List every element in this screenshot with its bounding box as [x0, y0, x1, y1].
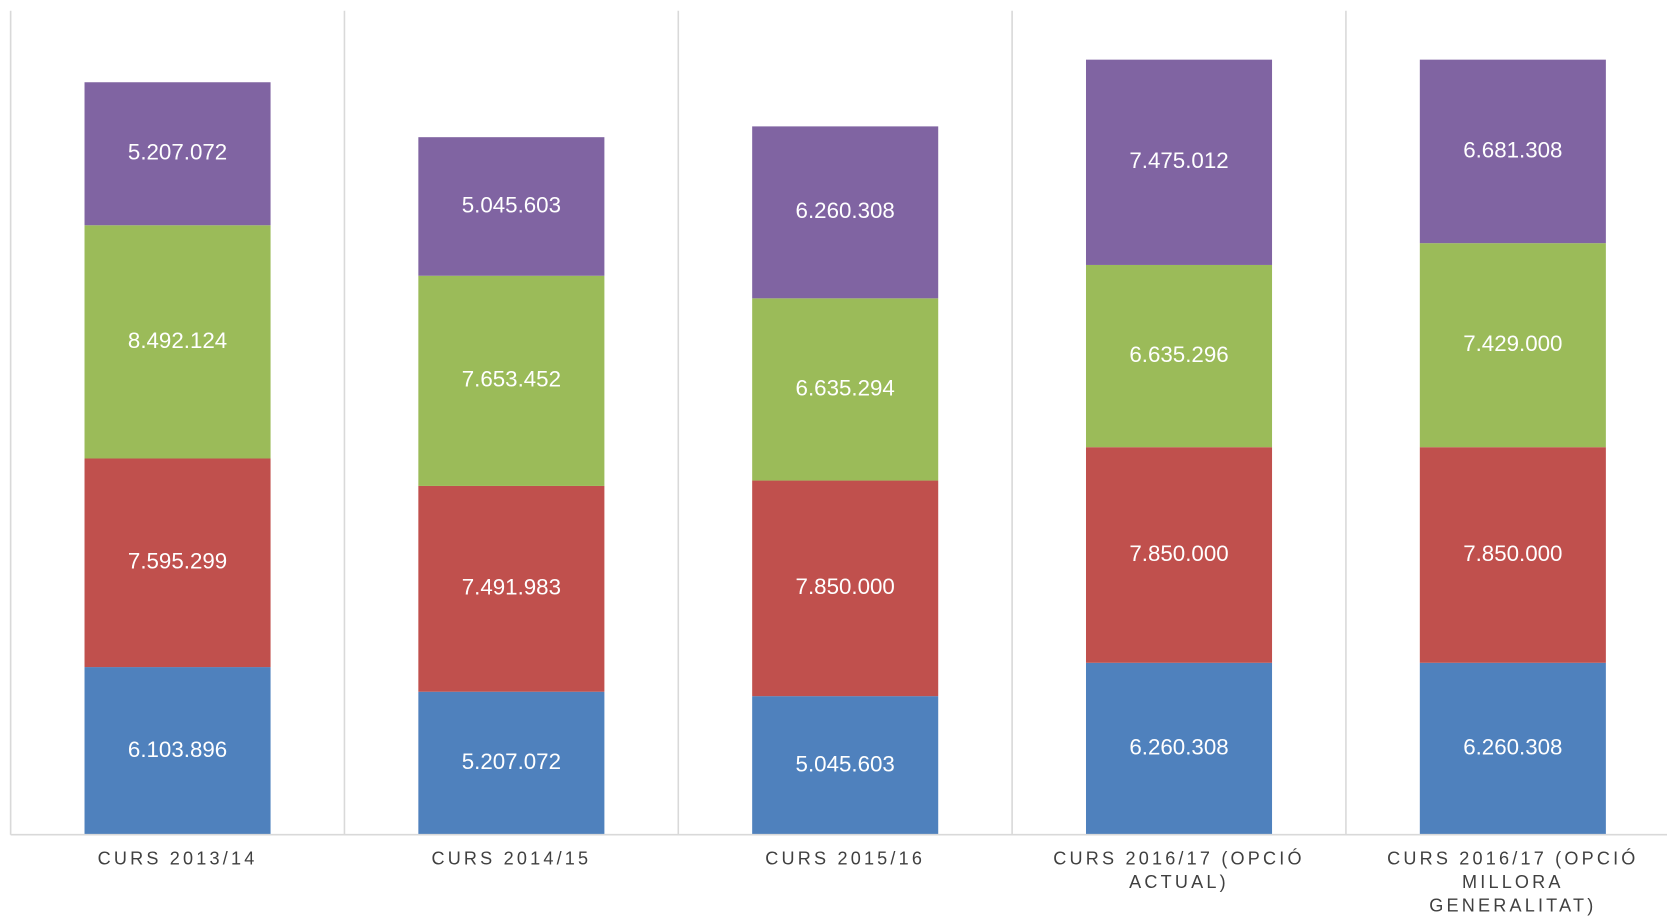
- bar-segment: [752, 126, 939, 299]
- bar-segment: [1419, 447, 1606, 663]
- bar-segment: [418, 137, 605, 276]
- data-label: 7.491.983: [462, 575, 561, 600]
- x-label-box: CURS 2016/17 (OPCIÓ MILLORA GENERALITAT): [1387, 848, 1639, 916]
- data-label: 7.653.452: [462, 367, 561, 392]
- data-label: 6.260.308: [796, 198, 895, 223]
- bar-segment: [752, 696, 939, 835]
- data-label: 7.475.012: [1129, 148, 1228, 173]
- bar-segment: [418, 275, 605, 486]
- data-label: 7.850.000: [1463, 541, 1562, 566]
- bar-segment: [1085, 264, 1273, 448]
- bar-segment: [1419, 243, 1606, 448]
- x-tick-label: CURS 2016/17 (OPCIÓ ACTUAL): [1053, 848, 1305, 893]
- data-label: 6.260.308: [1129, 735, 1228, 760]
- data-label: 6.103.896: [128, 737, 227, 762]
- data-label: 6.635.294: [796, 375, 895, 400]
- bar-segment: [84, 458, 271, 668]
- data-label: 7.850.000: [1129, 541, 1228, 566]
- x-label-box: CURS 2015/16: [765, 848, 926, 869]
- bar-segment: [752, 298, 939, 481]
- x-tick-label: CURS 2016/17 (OPCIÓ MILLORA GENERALITAT): [1387, 848, 1639, 916]
- x-tick-label: CURS 2015/16: [765, 848, 926, 869]
- bar-segment: [418, 485, 605, 692]
- bar-segment: [1085, 662, 1273, 835]
- data-label: 7.850.000: [796, 574, 895, 599]
- x-tick-label: CURS 2014/15: [431, 848, 592, 869]
- data-label: 5.207.072: [462, 749, 561, 774]
- data-label: 7.429.000: [1463, 331, 1562, 356]
- bar-segment: [418, 691, 605, 835]
- x-label-box: CURS 2014/15: [431, 848, 592, 869]
- data-label: 5.045.603: [462, 192, 561, 217]
- bar-segment: [1419, 59, 1606, 244]
- data-label: 6.681.308: [1463, 137, 1562, 162]
- bar-segment: [752, 480, 939, 697]
- bar-segment: [84, 667, 271, 835]
- data-label: 7.595.299: [128, 549, 227, 574]
- bar-segment: [1085, 447, 1273, 663]
- bar-segment: [1419, 662, 1606, 835]
- x-label-box: CURS 2013/14: [97, 848, 258, 869]
- data-label: 6.260.308: [1463, 735, 1562, 760]
- data-label: 5.207.072: [128, 140, 227, 165]
- bar-segment: [84, 225, 271, 459]
- data-label: 6.635.296: [1129, 342, 1228, 367]
- bar-segment: [1085, 59, 1273, 265]
- x-label-box: CURS 2016/17 (OPCIÓ ACTUAL): [1053, 848, 1305, 893]
- data-label: 5.045.603: [796, 751, 895, 776]
- x-tick-label: CURS 2013/14: [97, 848, 258, 869]
- data-label: 8.492.124: [128, 328, 227, 353]
- bar-segment: [84, 82, 271, 226]
